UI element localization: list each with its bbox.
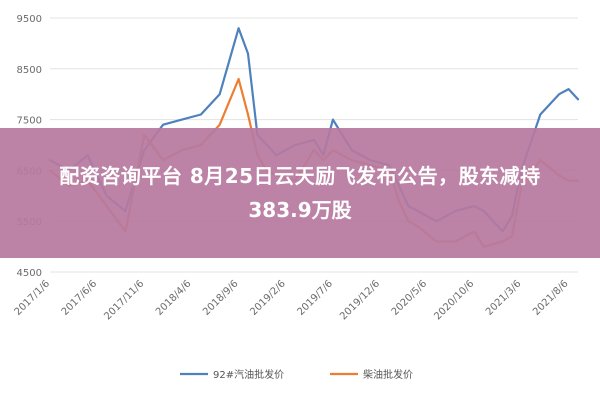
legend: 92#汽油批发价 柴油批发价 [180, 368, 413, 381]
headline-line-1: 配资咨询平台 8月25日云天励飞发布公告，股东减持 [59, 164, 541, 188]
y-tick-label: 4500 [17, 268, 42, 279]
legend-label: 92#汽油批发价 [213, 368, 284, 381]
x-tick-label: 2017/1/6 [13, 278, 53, 318]
x-tick-label: 2021/3/6 [484, 278, 524, 318]
x-axis-ticks: 2017/1/6 2017/6/6 2017/11/6 2018/4/6 2018/9/… [13, 278, 571, 322]
headline-line-2: 383.9万股 [248, 198, 352, 222]
x-tick-label: 2018/9/6 [201, 278, 241, 318]
x-tick-label: 2019/2/6 [248, 278, 288, 318]
x-tick-label: 2017/6/6 [60, 278, 100, 318]
x-tick-label: 2021/8/6 [531, 278, 571, 318]
x-tick-label: 2020/5/6 [390, 278, 430, 318]
legend-label: 柴油批发价 [363, 368, 413, 381]
x-tick-label: 2019/7/6 [295, 278, 335, 318]
y-tick-label: 8500 [17, 65, 42, 76]
y-tick-label: 7500 [17, 116, 42, 127]
y-tick-label: 9500 [17, 14, 42, 25]
x-tick-label: 2019/12/6 [338, 278, 382, 322]
x-tick-label: 2017/11/6 [102, 278, 146, 322]
x-tick-label: 2018/4/6 [154, 278, 194, 318]
x-tick-label: 2020/10/6 [432, 278, 476, 322]
headline-banner: 配资咨询平台 8月25日云天励飞发布公告，股东减持 383.9万股 [0, 128, 600, 258]
